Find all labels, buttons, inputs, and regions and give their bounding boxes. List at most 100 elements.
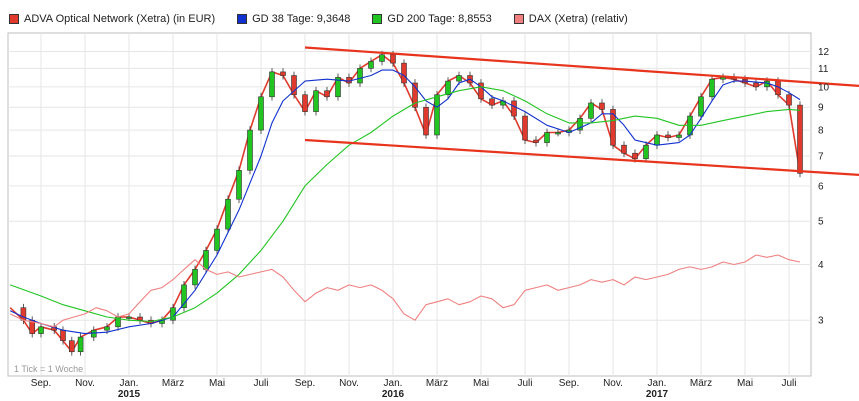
candle-body xyxy=(555,132,561,135)
candle-body xyxy=(797,104,803,174)
candle-body xyxy=(456,75,462,82)
y-tick-label: 11 xyxy=(818,64,829,75)
trend-line-1 xyxy=(304,138,859,176)
candle-body xyxy=(511,100,517,117)
candle-body xyxy=(77,336,84,353)
x-tick-label: Juli xyxy=(781,378,796,389)
x-tick-label: Sep. xyxy=(31,378,52,389)
legend-item-gd200: GD 200 Tage: 8,8553 xyxy=(372,13,492,25)
y-tick-label: 12 xyxy=(818,47,830,58)
plot-area xyxy=(7,32,812,377)
x-tick-label: Juli xyxy=(253,378,268,389)
tick-footnote: 1 Tick = 1 Woche xyxy=(14,364,83,374)
x-tick-label: März xyxy=(162,378,184,389)
candle-body xyxy=(269,71,275,98)
candle-body xyxy=(588,102,594,119)
legend-label-gd38: GD 38 Tage: 9,3648 xyxy=(252,13,351,25)
candle-body xyxy=(126,316,132,319)
candle-body xyxy=(313,90,319,112)
series-line-2 xyxy=(10,86,801,323)
candle-body xyxy=(38,326,44,334)
candle-body xyxy=(192,269,198,286)
x-year-label: 2017 xyxy=(646,389,669,400)
candle-body xyxy=(379,54,385,62)
x-tick-label: Juli xyxy=(517,378,532,389)
trend-line-0 xyxy=(304,46,859,87)
candle-body xyxy=(621,144,627,154)
series-line-1 xyxy=(9,69,801,335)
candle-body xyxy=(698,96,704,117)
candle-body xyxy=(753,82,759,88)
legend-swatch-adva xyxy=(9,14,19,24)
candle-body xyxy=(368,61,374,69)
x-tick-label: Sep. xyxy=(295,378,316,389)
legend-item-gd38: GD 38 Tage: 9,3648 xyxy=(237,13,350,25)
y-tick-label: 7 xyxy=(818,151,824,162)
x-tick-label: Jan. xyxy=(384,378,403,389)
candle-body xyxy=(401,62,407,84)
candle-body xyxy=(280,71,286,76)
candle-body xyxy=(247,129,253,171)
candle-body xyxy=(665,134,671,138)
y-tick-label: 3 xyxy=(818,316,824,327)
x-tick-label: März xyxy=(690,378,712,389)
candle-body xyxy=(203,250,209,270)
x-year-label: 2016 xyxy=(382,389,405,400)
candle-body xyxy=(357,68,363,84)
candle-body xyxy=(60,329,66,341)
legend-item-dax: DAX (Xetra) (relativ) xyxy=(513,13,628,25)
candle-body xyxy=(434,94,440,136)
x-tick-label: Jan. xyxy=(120,378,139,389)
candle-body xyxy=(390,54,396,64)
candle-body xyxy=(214,228,220,251)
x-tick-label: Sep. xyxy=(559,378,580,389)
x-tick-label: Nov. xyxy=(339,378,359,389)
x-tick-label: März xyxy=(426,378,448,389)
candle-body xyxy=(225,198,231,230)
candle-body xyxy=(258,96,264,131)
candle-body xyxy=(324,90,330,98)
x-tick-label: Jan. xyxy=(648,378,667,389)
y-tick-label: 8 xyxy=(818,126,824,137)
chart-legend: ADVA Optical Network (Xetra) (in EUR) GD… xyxy=(9,13,650,25)
x-tick-label: Mai xyxy=(737,378,753,389)
x-tick-label: Mai xyxy=(473,378,489,389)
y-tick-label: 5 xyxy=(818,217,824,228)
candle-body xyxy=(170,307,176,321)
y-tick-label: 10 xyxy=(818,82,830,93)
candle-body xyxy=(335,77,341,98)
y-tick-label: 4 xyxy=(818,260,824,271)
y-tick-label: 9 xyxy=(818,103,824,114)
legend-label-dax: DAX (Xetra) (relativ) xyxy=(528,13,628,25)
trend-layer xyxy=(304,46,859,176)
candle-body xyxy=(181,284,187,309)
candle-body xyxy=(104,326,110,331)
candle-body xyxy=(489,98,495,106)
candle-body xyxy=(522,115,528,141)
x-year-label: 2015 xyxy=(118,389,141,400)
legend-label-adva: ADVA Optical Network (Xetra) (in EUR) xyxy=(24,13,216,25)
legend-swatch-gd38 xyxy=(237,14,248,24)
candle-body xyxy=(236,170,242,200)
legend-swatch-dax xyxy=(513,14,524,24)
legend-swatch-gd200 xyxy=(372,14,383,24)
candle-body xyxy=(478,82,484,100)
candle-body xyxy=(643,144,649,160)
candle-body xyxy=(654,134,660,146)
candle-body xyxy=(610,109,616,146)
legend-label-gd200: GD 200 Tage: 8,8553 xyxy=(387,13,492,25)
x-tick-label: Mai xyxy=(209,378,225,389)
candle-body xyxy=(423,106,429,136)
candle-body xyxy=(291,75,297,96)
candle-body xyxy=(69,340,75,353)
candle-body xyxy=(544,132,550,143)
candle-body xyxy=(533,139,539,143)
candle-body xyxy=(137,316,143,321)
legend-item-adva: ADVA Optical Network (Xetra) (in EUR) xyxy=(9,13,215,25)
series-layer xyxy=(9,50,803,356)
candle-body xyxy=(599,102,605,110)
candle-body xyxy=(632,152,638,160)
